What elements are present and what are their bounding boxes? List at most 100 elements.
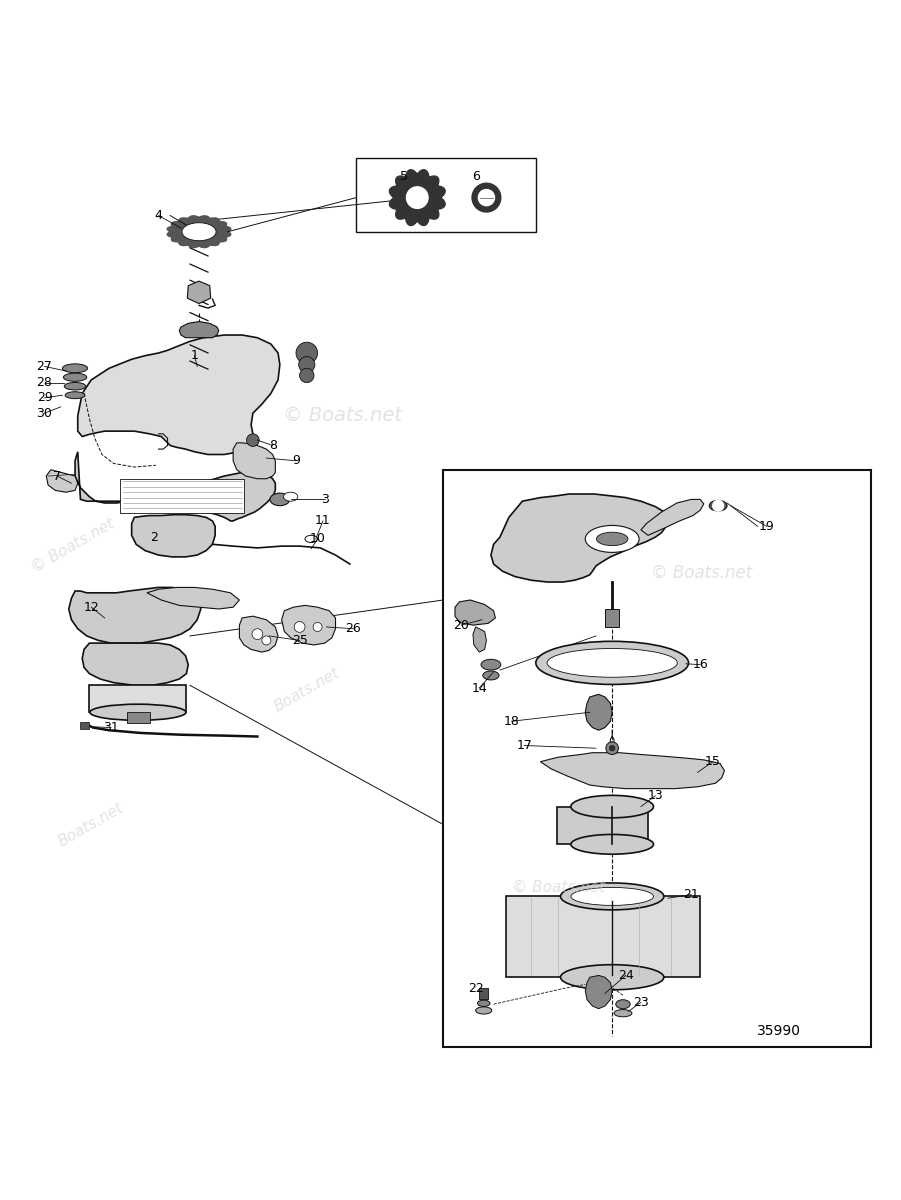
Ellipse shape (64, 383, 86, 390)
Text: 13: 13 (648, 790, 663, 803)
Ellipse shape (182, 223, 216, 241)
Text: 15: 15 (705, 755, 721, 768)
Ellipse shape (571, 888, 653, 905)
Text: 4: 4 (155, 209, 162, 222)
Polygon shape (240, 616, 278, 652)
Text: 8: 8 (268, 439, 277, 452)
Bar (605, 608, 619, 626)
Text: 29: 29 (37, 391, 52, 404)
Polygon shape (147, 588, 240, 608)
Polygon shape (75, 451, 276, 521)
Polygon shape (46, 469, 77, 492)
Polygon shape (82, 643, 188, 685)
Polygon shape (282, 605, 335, 644)
Polygon shape (586, 695, 612, 731)
Text: 10: 10 (310, 533, 325, 546)
Circle shape (299, 356, 314, 373)
Text: 6: 6 (472, 169, 479, 182)
Bar (127, 713, 150, 724)
Bar (120, 479, 244, 512)
Polygon shape (68, 588, 201, 643)
Text: © Boats.net: © Boats.net (29, 516, 117, 576)
Polygon shape (77, 335, 280, 455)
Bar (479, 988, 488, 998)
Polygon shape (641, 499, 704, 535)
Circle shape (713, 500, 724, 511)
Circle shape (472, 184, 501, 212)
Text: 5: 5 (400, 169, 408, 182)
Ellipse shape (596, 532, 628, 546)
Text: 18: 18 (504, 715, 520, 727)
Text: © Boats.net: © Boats.net (512, 880, 605, 895)
Circle shape (252, 629, 263, 640)
Circle shape (478, 190, 495, 205)
Text: 17: 17 (516, 739, 532, 752)
Text: 30: 30 (37, 407, 52, 420)
Polygon shape (558, 806, 648, 845)
Circle shape (605, 742, 618, 755)
Polygon shape (168, 216, 231, 247)
Circle shape (406, 187, 428, 209)
Text: 21: 21 (683, 888, 699, 901)
Text: 2: 2 (150, 530, 158, 544)
Text: 20: 20 (453, 619, 469, 631)
Ellipse shape (90, 704, 186, 720)
Ellipse shape (571, 834, 653, 854)
Circle shape (295, 622, 305, 632)
Text: 3: 3 (321, 493, 329, 506)
Text: 22: 22 (468, 982, 484, 995)
Ellipse shape (65, 391, 85, 398)
Polygon shape (473, 626, 487, 652)
Circle shape (313, 623, 322, 631)
Ellipse shape (571, 796, 653, 818)
Polygon shape (233, 443, 276, 479)
Text: 19: 19 (759, 520, 775, 533)
Text: 26: 26 (346, 623, 361, 635)
Text: © Boats.net: © Boats.net (283, 407, 402, 425)
Polygon shape (506, 896, 700, 977)
Ellipse shape (560, 965, 664, 990)
Ellipse shape (63, 373, 86, 382)
Text: 31: 31 (103, 721, 119, 734)
Polygon shape (187, 281, 211, 304)
Ellipse shape (270, 493, 290, 505)
Polygon shape (89, 685, 186, 713)
Text: 24: 24 (618, 968, 633, 982)
Text: 25: 25 (292, 634, 307, 647)
Ellipse shape (547, 648, 678, 677)
Ellipse shape (614, 1009, 632, 1016)
Text: 14: 14 (471, 682, 487, 695)
Circle shape (296, 342, 317, 364)
Text: 23: 23 (633, 996, 649, 1009)
Polygon shape (586, 976, 612, 1009)
Text: 28: 28 (37, 376, 52, 389)
Polygon shape (179, 322, 219, 337)
Text: © Boats.net: © Boats.net (651, 564, 752, 582)
Ellipse shape (284, 492, 298, 502)
Ellipse shape (478, 1000, 490, 1007)
Text: 35990: 35990 (757, 1025, 801, 1038)
Polygon shape (389, 169, 445, 226)
Text: Boats.net: Boats.net (271, 665, 342, 714)
Text: 1: 1 (191, 349, 198, 362)
Polygon shape (491, 494, 668, 582)
Circle shape (609, 745, 614, 751)
Ellipse shape (709, 500, 727, 511)
Ellipse shape (62, 364, 87, 373)
Ellipse shape (615, 1000, 630, 1009)
Polygon shape (541, 752, 724, 788)
Text: 16: 16 (692, 658, 708, 671)
Bar (356, 158, 536, 232)
Ellipse shape (586, 526, 639, 552)
Circle shape (300, 368, 314, 383)
Polygon shape (132, 515, 215, 557)
Ellipse shape (483, 671, 499, 680)
Bar (80, 722, 89, 730)
Polygon shape (455, 600, 496, 625)
Ellipse shape (560, 883, 664, 910)
Text: 27: 27 (37, 360, 52, 373)
Text: 11: 11 (315, 515, 331, 528)
Text: 7: 7 (53, 469, 61, 482)
Ellipse shape (305, 535, 317, 542)
Circle shape (247, 434, 259, 446)
